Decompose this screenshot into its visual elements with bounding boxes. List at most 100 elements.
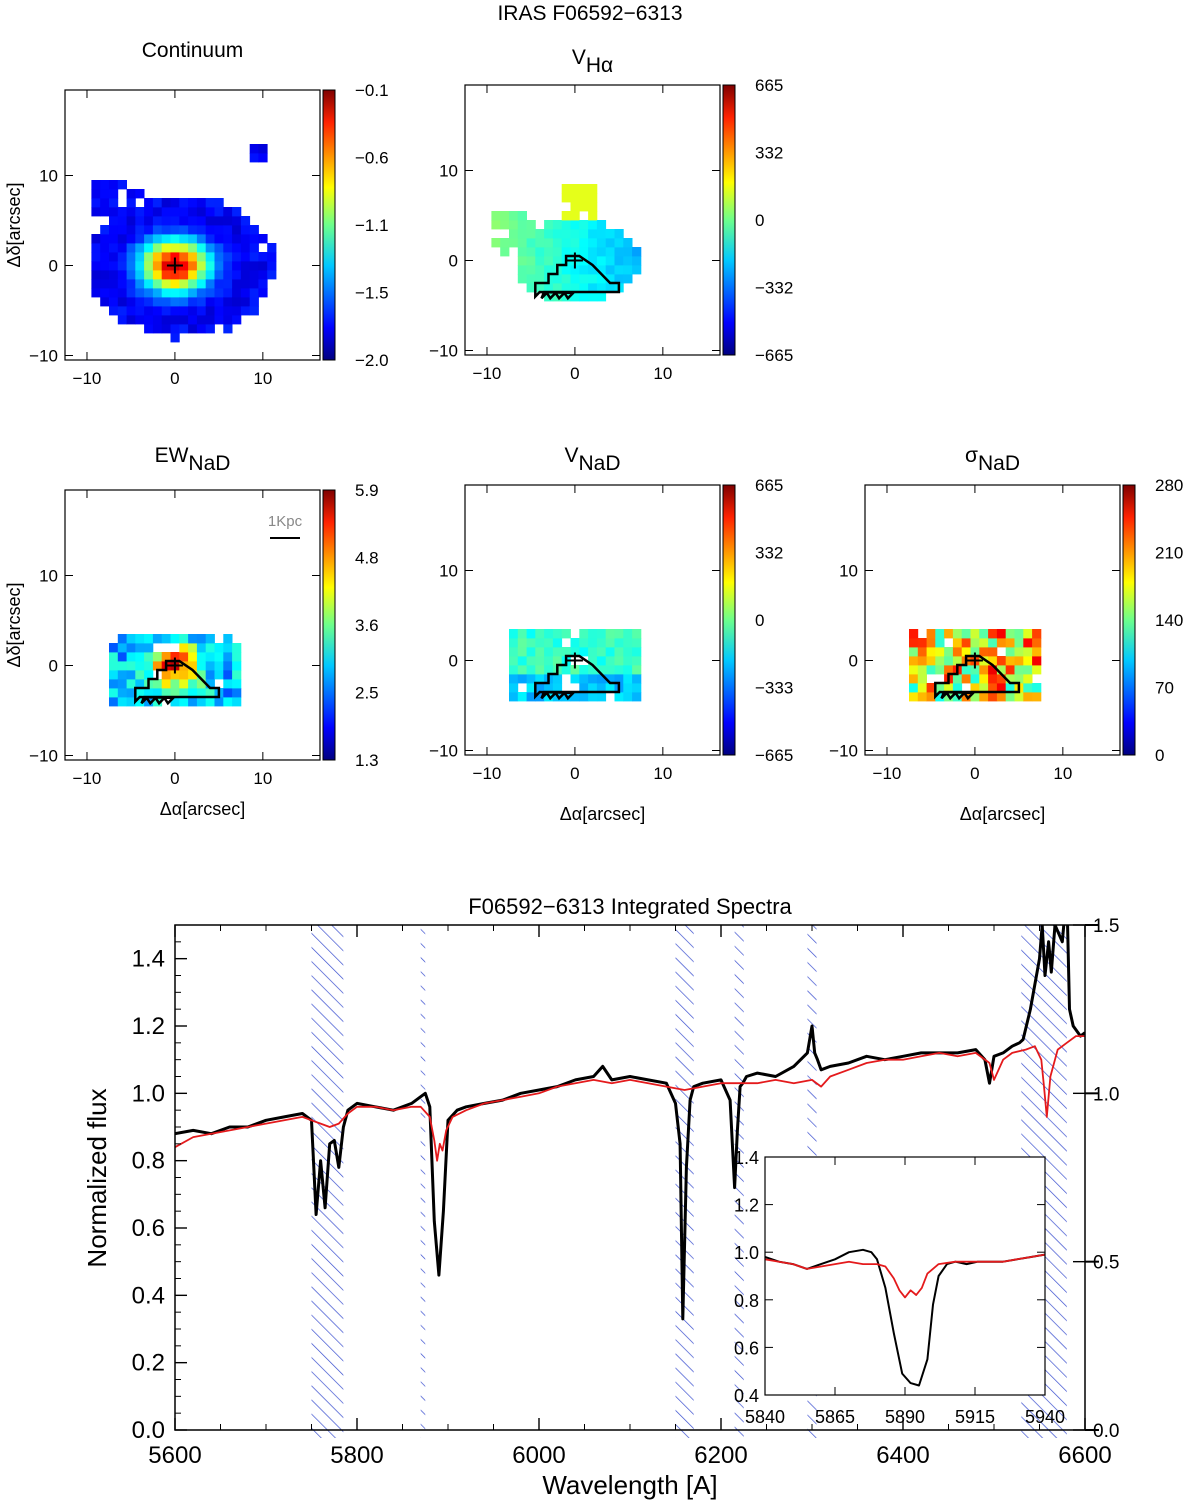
inset-xtick: 5940 bbox=[1025, 1407, 1065, 1427]
aperture-contour bbox=[134, 659, 221, 706]
map-xtick-continuum: −10 bbox=[73, 369, 102, 388]
spectrum-ticks: 5600 5800 6000 6200 6400 66000.00.20.40.60.81… bbox=[132, 916, 1120, 1469]
map-pixels-v_nad bbox=[509, 629, 642, 702]
map-xtick-ew_nad: 10 bbox=[253, 769, 272, 788]
spectrum-series bbox=[175, 925, 1085, 1321]
spectrum-ytick: 0.8 bbox=[132, 1148, 165, 1175]
colorbar-tick-v_halpha: −332 bbox=[755, 279, 793, 298]
map-sigma_nad: σNaD −10 0 10 10 0 −10 Δα[arcsec] 280 210 140 70 0 bbox=[829, 444, 1183, 824]
colorbar-tick-ew_nad: 2.5 bbox=[355, 684, 379, 703]
map-v_nad: VNaD −10 0 10 10 0 −10 Δα[arcsec] 665 332 0 −333 −66… bbox=[429, 444, 793, 824]
map-ytick-v_nad: 10 bbox=[439, 562, 458, 581]
inset-series bbox=[765, 1248, 1045, 1387]
map-ytick-ew_nad: 10 bbox=[39, 567, 58, 586]
map-xtick-sigma_nad: 10 bbox=[1053, 764, 1072, 783]
map-continuum: Continuum −10 0 10 10 0 −10 Δδ[arcsec] −0.1 −0.6 −… bbox=[4, 39, 389, 388]
inset-model-spectrum bbox=[765, 1253, 1045, 1299]
map-xtick-v_halpha: 0 bbox=[570, 364, 579, 383]
map-title-continuum: Continuum bbox=[142, 39, 244, 62]
map-frame-continuum bbox=[64, 89, 321, 361]
map-xlabel: Δα[arcsec] bbox=[960, 804, 1045, 824]
inset-ytick: 0.6 bbox=[734, 1338, 759, 1358]
inset-ytick: 1.2 bbox=[734, 1196, 759, 1216]
spectrum-xtick: 5800 bbox=[330, 1442, 383, 1469]
map-title-ew_nad: EWNaD bbox=[155, 444, 231, 475]
colorbar-tick-v_nad: 665 bbox=[755, 476, 783, 495]
spectrum-ylabel: Normalized flux bbox=[82, 1088, 112, 1267]
colorbar-tick-ew_nad: 4.8 bbox=[355, 549, 379, 568]
map-xtick-v_nad: −10 bbox=[473, 764, 502, 783]
map-panels: Continuum −10 0 10 10 0 −10 Δδ[arcsec] −0.1 −0.6 −… bbox=[4, 39, 1183, 824]
map-ylabel: Δδ[arcsec] bbox=[4, 582, 24, 667]
map-ytick-sigma_nad: −10 bbox=[829, 742, 858, 761]
map-xtick-sigma_nad: −10 bbox=[873, 764, 902, 783]
colorbar-v_nad bbox=[722, 484, 736, 756]
spectrum-right-ytick: 0.0 bbox=[1093, 1421, 1119, 1442]
map-xtick-v_halpha: 10 bbox=[653, 364, 672, 383]
spectrum-ytick: 0.0 bbox=[132, 1417, 165, 1444]
map-ytick-ew_nad: −10 bbox=[29, 747, 58, 766]
map-ytick-continuum: 10 bbox=[39, 167, 58, 186]
colorbar-ew_nad bbox=[322, 489, 336, 761]
colorbar-tick-sigma_nad: 70 bbox=[1155, 679, 1174, 698]
spectrum-xtick: 6600 bbox=[1058, 1442, 1111, 1469]
map-ytick-v_halpha: 10 bbox=[439, 162, 458, 181]
aperture-contour bbox=[934, 654, 1021, 701]
map-xlabel: Δα[arcsec] bbox=[160, 799, 245, 819]
inset-xtick: 5915 bbox=[955, 1407, 995, 1427]
map-ytick-continuum: 0 bbox=[49, 257, 58, 276]
inset-xtick: 5840 bbox=[745, 1407, 785, 1427]
colorbar-tick-continuum: −1.5 bbox=[355, 284, 389, 303]
colorbar-tick-sigma_nad: 210 bbox=[1155, 544, 1183, 563]
figure-title: IRAS F06592−6313 bbox=[497, 2, 682, 25]
colorbar-tick-v_nad: −665 bbox=[755, 746, 793, 765]
map-ytick-v_nad: 0 bbox=[449, 652, 458, 671]
masked-region bbox=[420, 925, 426, 1438]
spectrum-ytick: 0.4 bbox=[132, 1282, 165, 1309]
map-ew_nad: EWNaD −10 0 10 10 0 −10 1Kpc Δδ[arcsec] Δα[arcsec… bbox=[4, 444, 379, 819]
map-xtick-continuum: 10 bbox=[253, 369, 272, 388]
map-ytick-v_halpha: 0 bbox=[449, 252, 458, 271]
colorbar-tick-ew_nad: 3.6 bbox=[355, 616, 379, 635]
spectrum-ytick: 1.2 bbox=[132, 1013, 165, 1040]
observed-spectrum bbox=[175, 925, 1085, 1321]
colorbar-tick-continuum: −2.0 bbox=[355, 351, 389, 370]
spectrum-ytick: 0.2 bbox=[132, 1350, 165, 1377]
colorbar-tick-v_halpha: 332 bbox=[755, 144, 783, 163]
colorbar-continuum bbox=[322, 89, 336, 361]
inset-ticks: 5840 5865 5890 5915 5940 0.4 0.6 0.8 1.0 1.2 1.4 bbox=[734, 1148, 1065, 1427]
map-ytick-v_nad: −10 bbox=[429, 742, 458, 761]
inset-ytick: 1.0 bbox=[734, 1243, 759, 1263]
map-frame-v_halpha bbox=[464, 84, 721, 356]
model-spectrum bbox=[175, 1035, 1085, 1162]
colorbar-tick-sigma_nad: 140 bbox=[1155, 611, 1183, 630]
inset-xtick: 5890 bbox=[885, 1407, 925, 1427]
map-xtick-ew_nad: 0 bbox=[170, 769, 179, 788]
map-frame-ew_nad bbox=[64, 489, 321, 761]
inset-ytick: 1.4 bbox=[734, 1148, 759, 1168]
colorbar-tick-v_halpha: −665 bbox=[755, 346, 793, 365]
spectrum-xtick: 5600 bbox=[148, 1442, 201, 1469]
map-frame-v_nad bbox=[464, 484, 721, 756]
inset-ytick: 0.8 bbox=[734, 1291, 759, 1311]
map-ylabel: Δδ[arcsec] bbox=[4, 182, 24, 267]
colorbar-sigma_nad bbox=[1122, 484, 1136, 756]
map-xtick-v_nad: 10 bbox=[653, 764, 672, 783]
aperture-contour bbox=[534, 654, 621, 701]
spectrum-title: F06592−6313 Integrated Spectra bbox=[468, 894, 792, 919]
spectrum-ytick: 1.0 bbox=[132, 1080, 165, 1107]
map-ytick-continuum: −10 bbox=[29, 347, 58, 366]
colorbar-tick-continuum: −0.6 bbox=[355, 149, 389, 168]
colorbar-tick-ew_nad: 1.3 bbox=[355, 751, 379, 770]
spectrum-ytick: 1.4 bbox=[132, 946, 165, 973]
masked-region bbox=[734, 925, 744, 1438]
inset-ytick: 0.4 bbox=[734, 1386, 759, 1406]
map-title-sigma_nad: σNaD bbox=[965, 444, 1020, 475]
spectrum-right-ytick: 1.5 bbox=[1093, 916, 1119, 937]
map-pixels-v_halpha bbox=[491, 184, 642, 302]
colorbar-tick-v_nad: 0 bbox=[755, 611, 764, 630]
colorbar-tick-v_nad: −333 bbox=[755, 679, 793, 698]
map-title-v_nad: VNaD bbox=[564, 444, 620, 475]
spectrum-right-ytick: 1.0 bbox=[1093, 1084, 1119, 1105]
spectrum-xtick: 6200 bbox=[694, 1442, 747, 1469]
